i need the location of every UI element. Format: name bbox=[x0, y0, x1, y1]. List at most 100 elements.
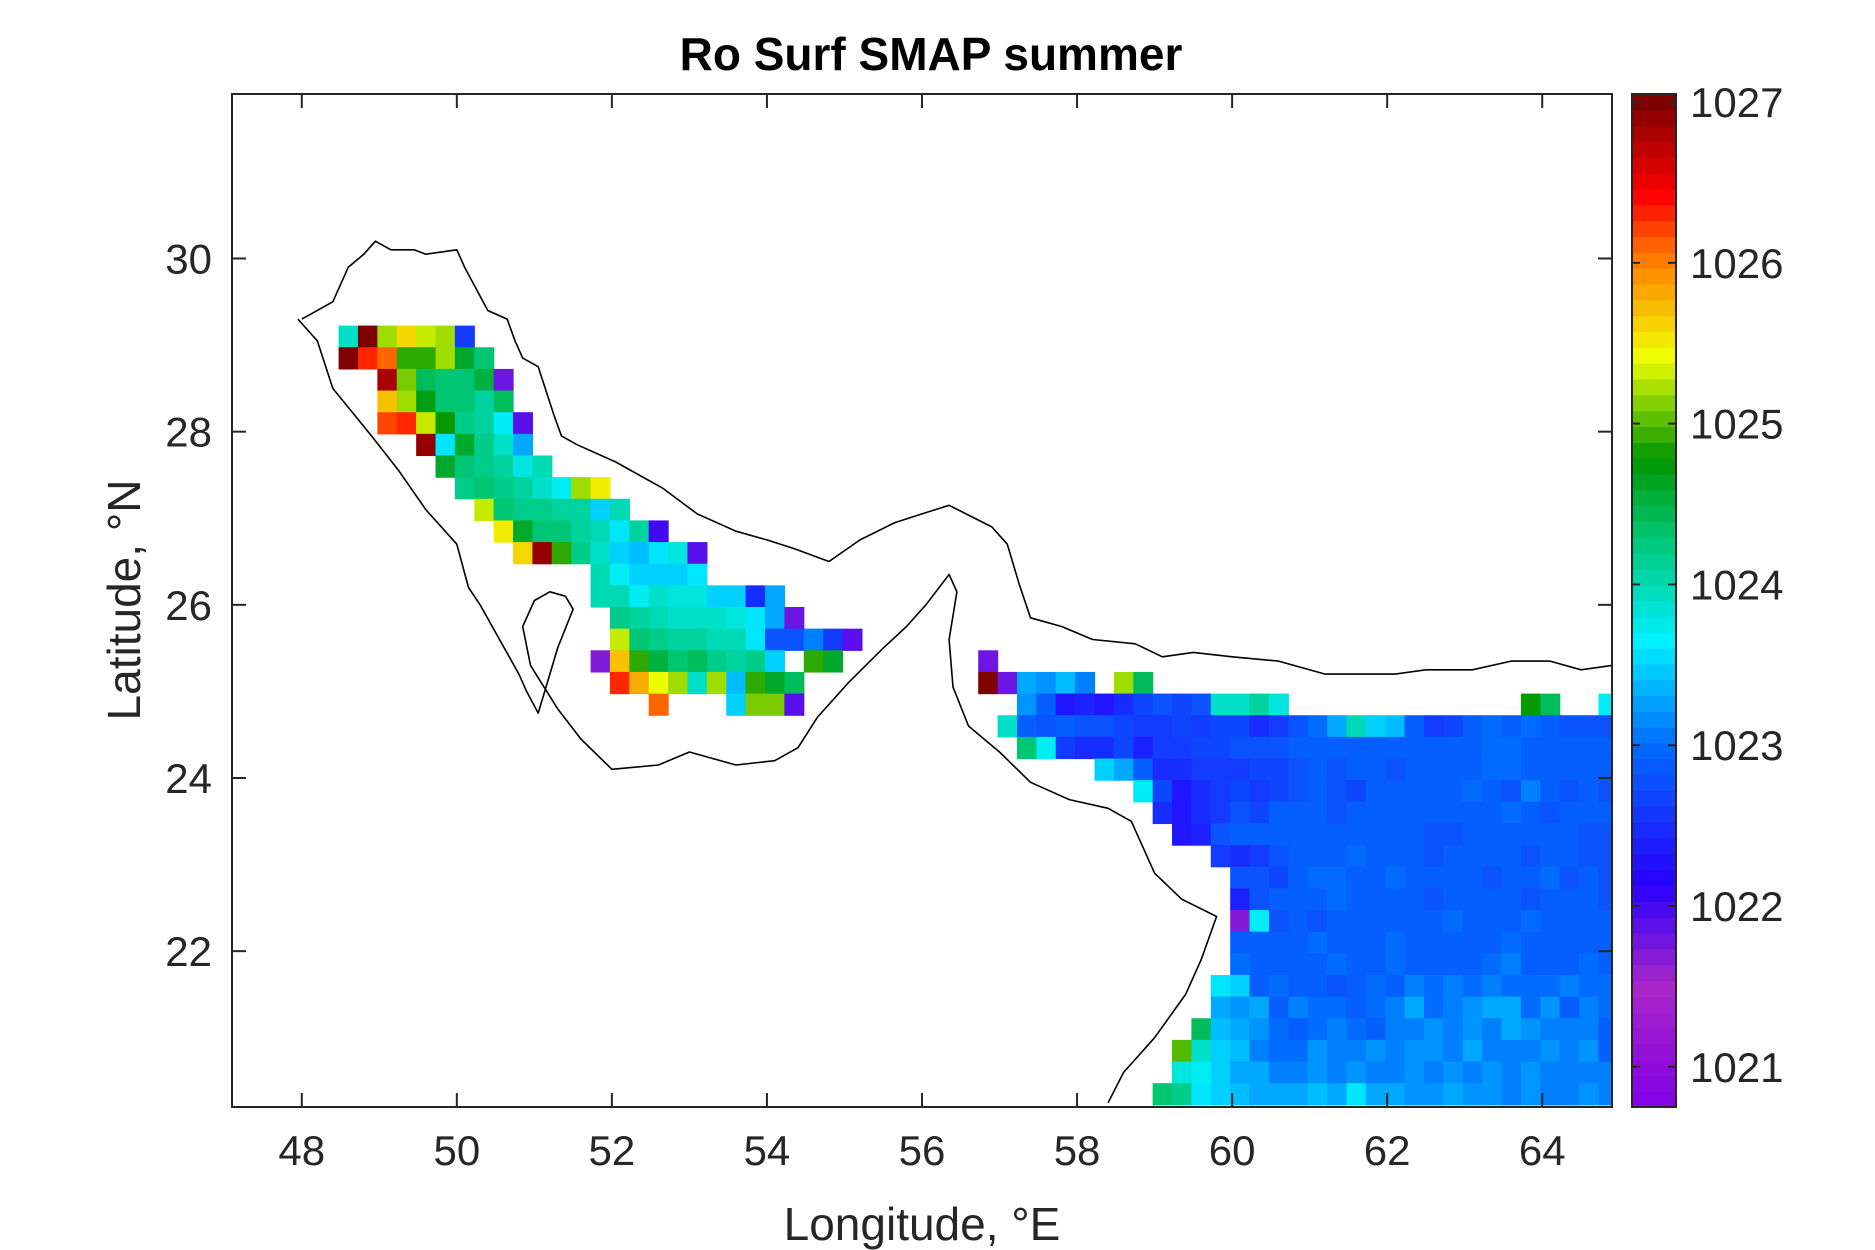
heatmap-cell bbox=[1191, 1061, 1212, 1084]
heatmap-cell bbox=[1520, 823, 1541, 846]
heatmap-cell bbox=[1346, 736, 1367, 760]
heatmap-cell bbox=[687, 628, 708, 651]
x-tick-label: 58 bbox=[1054, 1127, 1101, 1174]
heatmap-cell bbox=[1249, 931, 1270, 954]
heatmap-cell bbox=[1404, 888, 1425, 911]
heatmap-cell bbox=[1016, 736, 1037, 760]
heatmap-cell bbox=[1501, 910, 1522, 933]
heatmap-cell bbox=[551, 477, 572, 500]
heatmap-cell bbox=[609, 628, 630, 651]
heatmap-cell bbox=[1443, 866, 1464, 889]
heatmap-cell bbox=[1423, 758, 1444, 781]
heatmap-cell bbox=[1482, 1018, 1503, 1041]
heatmap-cell bbox=[416, 412, 437, 435]
heatmap-cell bbox=[1230, 1039, 1251, 1063]
heatmap-cell bbox=[513, 498, 534, 522]
heatmap-cell bbox=[1579, 736, 1600, 760]
colorbar-segment bbox=[1632, 742, 1676, 760]
heatmap-cell bbox=[1307, 1083, 1328, 1106]
heatmap-cell bbox=[435, 368, 456, 392]
heatmap-cell bbox=[1404, 931, 1425, 954]
colorbar-segment bbox=[1632, 188, 1676, 206]
heatmap-cell bbox=[1094, 736, 1115, 760]
heatmap-cell bbox=[1501, 801, 1522, 825]
heatmap-cell bbox=[1540, 693, 1561, 716]
heatmap-cell bbox=[1385, 823, 1406, 846]
heatmap-cell bbox=[1172, 1061, 1193, 1084]
heatmap-cell bbox=[1327, 736, 1348, 760]
heatmap-cell bbox=[1307, 931, 1328, 954]
colorbar-segment bbox=[1632, 806, 1676, 823]
heatmap-cell bbox=[1482, 758, 1503, 781]
heatmap-cell bbox=[551, 520, 572, 543]
heatmap-cell bbox=[1249, 1039, 1270, 1063]
heatmap-cell bbox=[1385, 780, 1406, 803]
heatmap-cell bbox=[1482, 823, 1503, 846]
heatmap-cell bbox=[1462, 910, 1483, 933]
heatmap-cell bbox=[1385, 953, 1406, 976]
heatmap-cell bbox=[1404, 780, 1425, 803]
x-tick-label: 54 bbox=[744, 1127, 791, 1174]
heatmap-cell bbox=[1385, 1061, 1406, 1084]
heatmap-cell bbox=[396, 325, 417, 348]
heatmap-cell bbox=[416, 368, 437, 392]
heatmap-cell bbox=[532, 520, 553, 543]
heatmap-cell bbox=[1172, 736, 1193, 760]
heatmap-cell bbox=[474, 347, 495, 370]
heatmap-cell bbox=[1423, 1039, 1444, 1063]
heatmap-cell bbox=[1559, 1061, 1580, 1084]
colorbar-segment bbox=[1632, 220, 1676, 238]
heatmap-cell bbox=[1152, 780, 1173, 803]
heatmap-cell bbox=[1598, 888, 1613, 911]
colorbar-segment bbox=[1632, 173, 1676, 190]
heatmap-cell bbox=[1520, 974, 1541, 998]
heatmap-cell bbox=[687, 585, 708, 608]
heatmap-cell bbox=[1210, 996, 1231, 1019]
heatmap-cell bbox=[1365, 715, 1386, 738]
heatmap-cell bbox=[1075, 671, 1096, 695]
heatmap-cell bbox=[1423, 801, 1444, 825]
colorbar-segment bbox=[1632, 157, 1676, 174]
colorbar-segment bbox=[1632, 537, 1676, 554]
heatmap-cell bbox=[1288, 996, 1309, 1019]
heatmap-cell bbox=[1462, 1018, 1483, 1041]
colorbar-segment bbox=[1632, 473, 1676, 491]
heatmap-cell bbox=[493, 368, 514, 392]
heatmap-cell bbox=[1423, 953, 1444, 976]
heatmap-cell bbox=[1288, 888, 1309, 911]
heatmap-cell bbox=[629, 542, 650, 565]
heatmap-cell bbox=[377, 347, 398, 370]
y-tick-label: 30 bbox=[165, 236, 212, 283]
heatmap-cell bbox=[1501, 1061, 1522, 1084]
heatmap-cell bbox=[784, 606, 805, 630]
heatmap-cell bbox=[1230, 1018, 1251, 1041]
heatmap-cell bbox=[1462, 1083, 1483, 1106]
heatmap-cell bbox=[1501, 996, 1522, 1019]
heatmap-cell bbox=[1268, 974, 1289, 998]
heatmap-cell bbox=[1423, 888, 1444, 911]
colorbar-segment bbox=[1632, 283, 1676, 301]
heatmap-cell bbox=[1598, 953, 1613, 976]
heatmap-cell bbox=[513, 542, 534, 565]
colorbar-segment bbox=[1632, 822, 1676, 839]
colorbar-segment bbox=[1632, 1059, 1676, 1076]
heatmap-cell bbox=[1230, 866, 1251, 889]
x-tick-label: 62 bbox=[1364, 1127, 1411, 1174]
heatmap-cell bbox=[1404, 736, 1425, 760]
heatmap-cell bbox=[1520, 931, 1541, 954]
heatmap-cell bbox=[1520, 888, 1541, 911]
heatmap-cell bbox=[1462, 758, 1483, 781]
heatmap-cell bbox=[454, 347, 475, 370]
heatmap-cell bbox=[532, 542, 553, 565]
colorbar-segment bbox=[1632, 331, 1676, 348]
heatmap-cell bbox=[842, 628, 863, 651]
heatmap-cell bbox=[784, 628, 805, 651]
heatmap-cell bbox=[1443, 910, 1464, 933]
heatmap-cell bbox=[1598, 866, 1613, 889]
heatmap-cell bbox=[1055, 671, 1076, 695]
heatmap-cell bbox=[1482, 780, 1503, 803]
heatmap-cell bbox=[1559, 780, 1580, 803]
heatmap-cell bbox=[1501, 715, 1522, 738]
heatmap-cell bbox=[1288, 974, 1309, 998]
heatmap-cell bbox=[1268, 780, 1289, 803]
